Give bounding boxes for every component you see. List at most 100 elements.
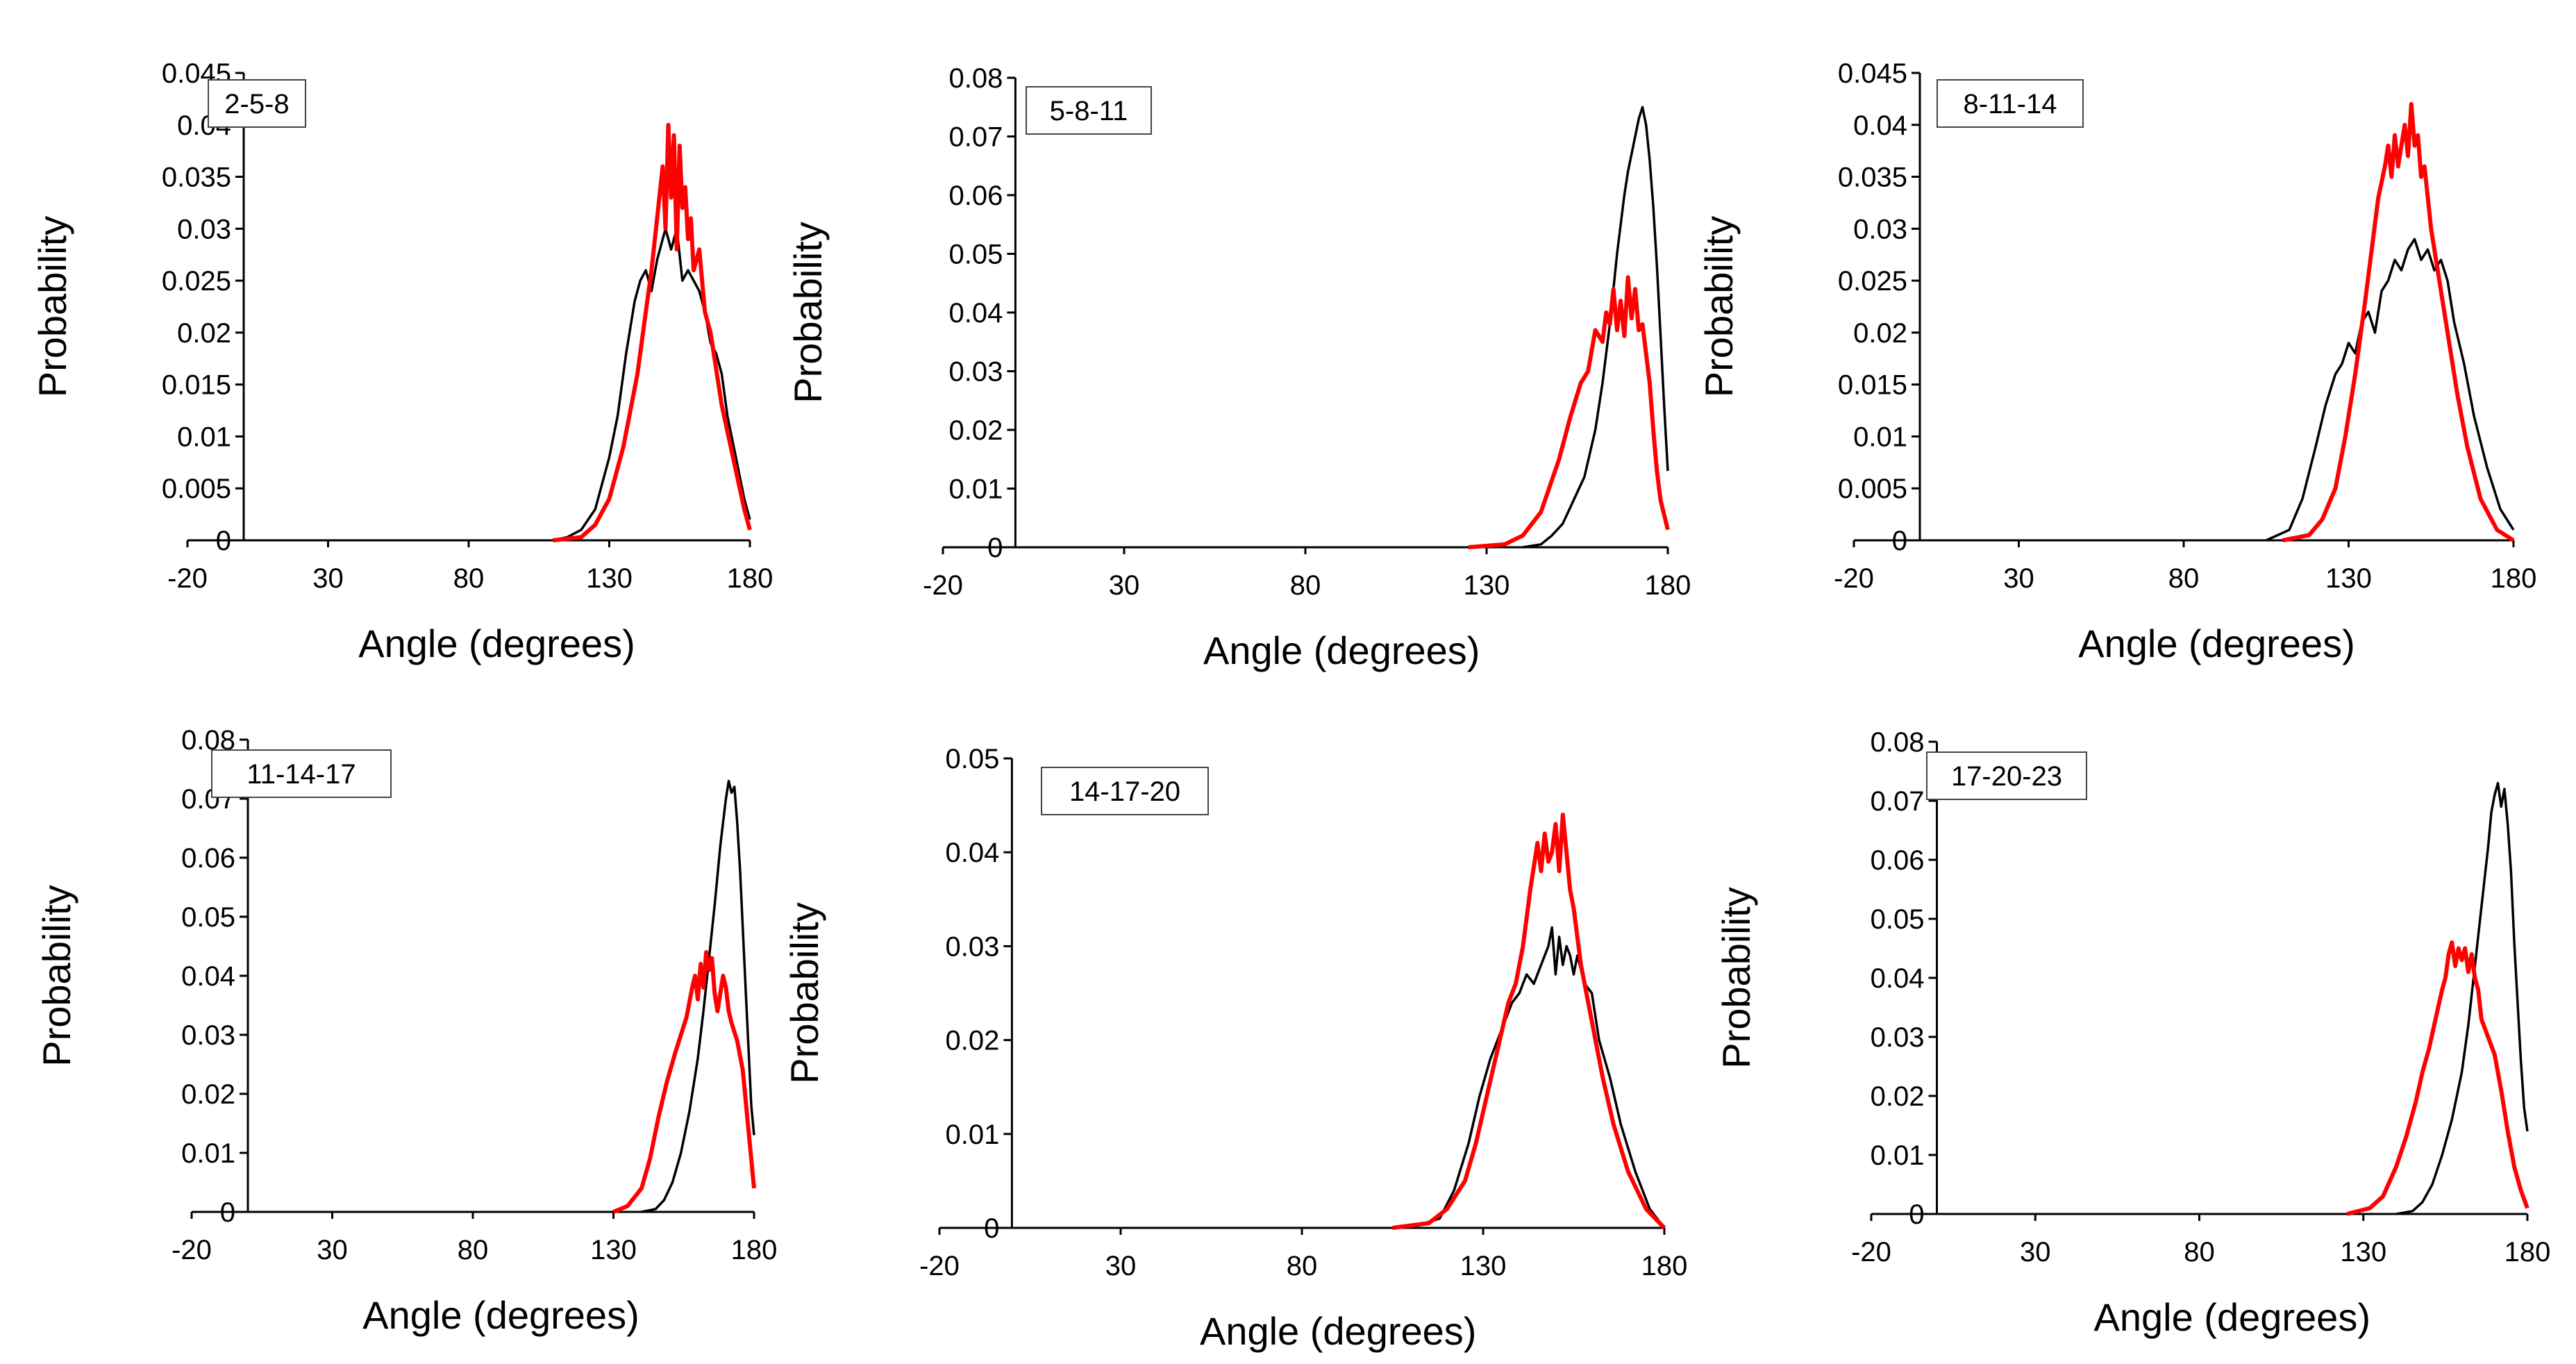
series-line-black [1522, 106, 1669, 549]
panel-label-box [1926, 751, 2087, 800]
x-tick-label: 30 [1109, 570, 1140, 601]
x-tick-label: 180 [2504, 1237, 2551, 1267]
x-tick-label: 80 [1287, 1251, 1318, 1281]
series-line-black [1410, 926, 1666, 1229]
y-tick-label: 0.05 [946, 744, 1000, 774]
x-tick-label: 180 [2491, 563, 2537, 594]
panel-label-box [208, 79, 306, 128]
y-tick-label: 0.005 [162, 474, 231, 504]
chart-panel-5-8-11: 0 0.01 0.02 0.03 0.04 0.05 0.06 0.07 0.08 -20 30 80… [786, 63, 1691, 672]
x-tick-label: -20 [167, 563, 208, 594]
x-tick-label: 180 [1641, 1251, 1688, 1281]
x-tick-label: 130 [2325, 563, 2372, 594]
y-axis-title: Probability [783, 902, 826, 1083]
series-line-red [1392, 813, 1666, 1230]
x-axis-title: Angle (degrees) [358, 622, 635, 665]
y-tick-label: 0.04 [1853, 110, 1907, 141]
chart-panel-8-11-14: 0 0.005 0.01 0.015 0.02 0.025 0.03 0.035 0.04 0.0… [1697, 58, 2536, 665]
y-tick-label: 0 [984, 1213, 999, 1244]
y-axis-title: Probability [35, 885, 78, 1066]
y-tick-label: 0 [216, 526, 231, 556]
y-tick-label: 0.08 [1871, 727, 1925, 758]
y-tick-label: 0.07 [1871, 786, 1925, 817]
series-line-red [1468, 275, 1670, 549]
y-tick-label: 0 [1892, 526, 1907, 556]
series-line-black [553, 227, 751, 542]
y-axis-title: Probability [1697, 216, 1741, 397]
y-tick-label: 0.005 [1838, 474, 1907, 504]
y-tick-label: 0.01 [181, 1138, 235, 1169]
x-tick-label: 80 [1290, 570, 1321, 601]
panel-label: 17-20-23 [1951, 761, 2062, 792]
y-tick-label: 0.01 [949, 474, 1003, 505]
y-tick-label: 0.035 [1838, 163, 1907, 193]
y-tick-label: 0 [1909, 1199, 1924, 1230]
x-tick-label: -20 [1834, 563, 1874, 594]
y-tick-label: 0.02 [177, 318, 231, 349]
y-tick-label: 0.04 [1871, 963, 1925, 994]
x-tick-label: 130 [590, 1235, 637, 1265]
y-axis-title: Probability [31, 216, 74, 397]
y-tick-label: 0.06 [181, 843, 235, 874]
series-line-red [553, 122, 752, 542]
x-tick-label: -20 [923, 570, 963, 601]
panel-label: 14-17-20 [1069, 776, 1180, 807]
x-tick-label: 130 [1460, 1251, 1507, 1281]
y-axis-title: Probability [786, 222, 830, 403]
x-tick-label: 30 [317, 1235, 348, 1265]
x-tick-label: 180 [1645, 570, 1691, 601]
x-tick-label: 30 [2003, 563, 2034, 594]
panel-label: 5-8-11 [1050, 96, 1128, 126]
series-line-black [2266, 238, 2515, 542]
y-tick-label: 0.04 [946, 838, 1000, 868]
y-tick-label: 0.02 [949, 415, 1003, 446]
series-line-red [2282, 101, 2515, 542]
x-tick-label: 180 [727, 563, 773, 594]
y-tick-label: 0.03 [181, 1020, 235, 1051]
y-tick-label: 0.03 [1853, 214, 1907, 244]
x-tick-label: 80 [2168, 563, 2200, 594]
x-axis-title: Angle (degrees) [1200, 1309, 1476, 1353]
y-tick-label: 0.025 [162, 266, 231, 297]
chart-panel-2-5-8: 00.0050.010.0150.020.0250.030.0350.040.0… [31, 58, 773, 665]
y-tick-label: 0.025 [1838, 266, 1907, 297]
y-tick-label: 0.01 [1853, 422, 1907, 452]
y-tick-label: 0.08 [949, 63, 1003, 94]
panel-label-box [1937, 79, 2084, 128]
y-tick-label: 0 [987, 533, 1003, 563]
x-axis-title: Angle (degrees) [362, 1293, 639, 1337]
chart-panel-14-17-20: 0 0.01 0.02 0.03 0.04 0.05 -20 30 80 130 180 Angle … [783, 744, 1687, 1353]
x-axis-title: Angle (degrees) [1203, 629, 1480, 672]
y-tick-label: 0.03 [949, 357, 1003, 388]
y-tick-label: 0.05 [949, 240, 1003, 270]
y-tick-label: 0.04 [949, 298, 1003, 328]
y-tick-label: 0.035 [162, 163, 231, 193]
y-tick-label: 0.015 [1838, 370, 1907, 401]
series-line-black [2395, 781, 2529, 1215]
y-axis-title: Probability [1714, 887, 1758, 1068]
x-axis-title: Angle (degrees) [2078, 622, 2355, 665]
y-tick-label: 0.02 [1853, 318, 1907, 349]
y-tick-label: 0.03 [1871, 1022, 1925, 1053]
x-axis-title: Angle (degrees) [2094, 1295, 2370, 1339]
y-tick-label: 0.01 [1871, 1140, 1925, 1171]
x-tick-label: 30 [2020, 1237, 2051, 1267]
y-tick-label: 0.01 [946, 1120, 1000, 1150]
panel-label: 11-14-17 [246, 759, 356, 790]
x-tick-label: 180 [731, 1235, 778, 1265]
y-tick-label: 0.015 [162, 370, 231, 401]
y-tick-label: 0.05 [181, 902, 235, 933]
y-tick-label: 0 [220, 1197, 235, 1228]
series-line-black [641, 779, 755, 1213]
y-tick-label: 0.02 [181, 1079, 235, 1110]
x-tick-label: 80 [453, 563, 485, 594]
panel-label: 8-11-14 [1964, 89, 2057, 119]
x-tick-label: 30 [1105, 1251, 1137, 1281]
y-tick-label: 0.045 [1838, 58, 1907, 89]
panel-label-box [1041, 767, 1209, 815]
chart-panel-11-14-17: 00.010.020.030.040.050.060.070.08-20 30 80… [35, 725, 777, 1337]
y-tick-label: 0.06 [1871, 845, 1925, 876]
chart-panel-17-20-23: 0 0.01 0.02 0.03 0.04 0.05 0.06 0.07 0.08 -20 30 80… [1714, 727, 2550, 1339]
